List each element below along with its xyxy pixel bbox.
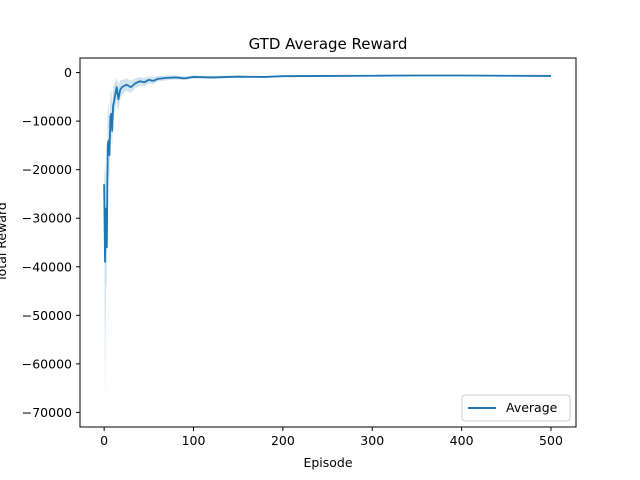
y-axis-label: Total Reward [0, 202, 9, 283]
x-tick-label: 500 [539, 433, 563, 448]
y-tick-label: −10000 [22, 114, 72, 129]
y-tick-label: −70000 [22, 405, 72, 420]
legend-label: Average [506, 400, 558, 415]
y-tick-label: −50000 [22, 308, 72, 323]
legend-box [461, 394, 571, 422]
y-axis: 0 −10000 −20000 −30000 −40000 −50000 −60000 −70… [22, 65, 80, 420]
chart-title: GTD Average Reward [249, 35, 408, 53]
x-axis-label: Episode [303, 455, 352, 470]
x-tick-label: 0 [100, 433, 108, 448]
y-tick-label: −30000 [22, 211, 72, 226]
series-line-average [103, 74, 551, 263]
x-tick-label: 200 [271, 433, 295, 448]
x-tick-label: 300 [360, 433, 384, 448]
legend: Average [461, 394, 571, 422]
y-tick-label: −40000 [22, 259, 72, 274]
y-tick-label: −60000 [22, 356, 72, 371]
x-tick-label: 100 [182, 433, 206, 448]
x-axis: 0 100 200 300 400 500 [100, 427, 563, 448]
plot-area [79, 57, 577, 428]
plot-frame [79, 57, 577, 428]
y-tick-label: −20000 [22, 162, 72, 177]
x-tick-label: 400 [450, 433, 474, 448]
y-tick-label: 0 [64, 65, 72, 80]
